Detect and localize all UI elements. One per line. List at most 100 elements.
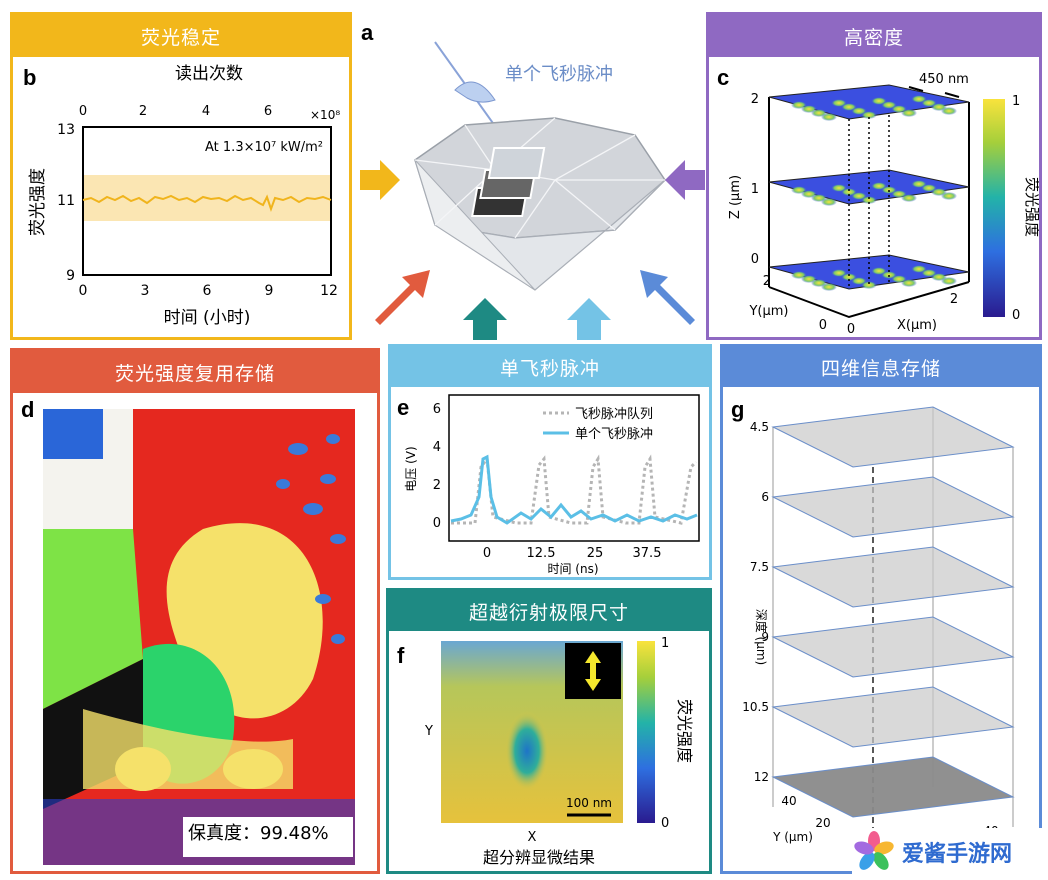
- depth-tick-4-5: 4.5: [750, 420, 769, 434]
- panel-d-multiplex: 荧光强度复用存储 d 保真度：99.48%: [10, 348, 380, 874]
- top-tick-0: 0: [79, 104, 87, 119]
- panel-b-header: 荧光稳定: [13, 15, 349, 57]
- image-layers: [771, 406, 1015, 818]
- arrow-from-c: [665, 160, 705, 200]
- g-y-axis-label: Y (μm): [772, 830, 813, 844]
- z-tick-0: 0: [751, 252, 759, 267]
- stability-plot: 读出次数 0 2 4 6 ×10⁸ At 1.3×10⁷ kW/m² 13 11…: [28, 64, 340, 328]
- panel-e-single-pulse: 单飞秒脉冲 e 飞秒脉冲队列 单个飞秒脉冲 6 4 2 0 电压 (V) 0 1…: [388, 344, 712, 580]
- z-tick-2: 2: [751, 92, 759, 107]
- colorbar-c-min: 0: [1012, 308, 1020, 323]
- arrow-from-b: [360, 160, 400, 200]
- pulse-plot: 飞秒脉冲队列 单个飞秒脉冲 6 4 2 0 电压 (V) 0 12.5 25 3…: [404, 394, 700, 576]
- e-x-tick-12-5: 12.5: [527, 546, 556, 561]
- colorbar-f: [637, 641, 655, 823]
- c-y-tick-2: 2: [763, 274, 771, 289]
- c-x-axis-label: X(μm): [897, 318, 937, 333]
- colorbar-c: [983, 99, 1005, 317]
- f-x-axis-label: X: [528, 830, 537, 845]
- c-x-tick-2: 2: [950, 292, 958, 307]
- pulse-train-trace: [451, 454, 698, 525]
- e-y-tick-6: 6: [433, 402, 441, 417]
- g-y-tick-40: 40: [781, 794, 796, 808]
- panel-d-header: 荧光强度复用存储: [13, 351, 377, 393]
- e-y-tick-4: 4: [433, 440, 441, 455]
- top-axis-label: 读出次数: [175, 64, 243, 84]
- top-tick-4: 4: [202, 104, 210, 119]
- legend-single: 单个飞秒脉冲: [575, 427, 653, 442]
- y-tick-11: 11: [57, 193, 75, 209]
- x-axis-label: 时间 (小时): [164, 308, 251, 328]
- panel-f-super-resolution: 超越衍射极限尺寸 f 100: [386, 588, 712, 874]
- fluorescent-spot: [941, 107, 957, 115]
- fluorescent-spot: [901, 109, 917, 117]
- multiplexed-image: [43, 409, 355, 865]
- image-layer: [771, 406, 1015, 468]
- panel-g-4d-storage: 四维信息存储 g 4.5 6 7.5 9 10.5 12 深度 (μm) 40 …: [720, 344, 1042, 874]
- x-tick-3: 3: [141, 283, 150, 299]
- image-layer: [771, 546, 1015, 608]
- panel-letter-a: a: [361, 20, 374, 45]
- e-y-axis-label: 电压 (V): [404, 446, 418, 491]
- depth-tick-9: 9: [761, 630, 769, 644]
- watermark: 爱酱手游网: [852, 828, 1042, 876]
- image-layer: [771, 686, 1015, 748]
- x-tick-12: 12: [320, 283, 338, 299]
- arrow-from-e-light: [567, 298, 611, 340]
- 4d-stack-plot: 4.5 6 7.5 9 10.5 12 深度 (μm) 40 20 Y (μm)…: [742, 406, 1015, 858]
- center-illustration: 单个飞秒脉冲: [360, 41, 705, 340]
- super-res-spot: [505, 711, 549, 791]
- e-x-axis-label: 时间 (ns): [547, 562, 598, 576]
- panel-letter-f: f: [397, 643, 405, 668]
- f-y-axis-label: Y: [424, 724, 433, 739]
- panel-letter-g: g: [731, 397, 745, 422]
- top-tick-6: 6: [264, 104, 272, 119]
- legend-train: 飞秒脉冲队列: [575, 407, 653, 422]
- arrow-from-e-dark: [463, 298, 507, 340]
- e-x-tick-37-5: 37.5: [633, 546, 662, 561]
- watermark-text: 爱酱手游网: [902, 842, 1013, 867]
- single-pulse-trace: [450, 454, 698, 525]
- panel-c-density: 高密度 c 450 nm: [706, 12, 1042, 340]
- y-axis-label: 荧光强度: [28, 168, 48, 236]
- depth-axis-label: 深度 (μm): [754, 609, 769, 666]
- spot-array: [791, 95, 957, 291]
- c-y-axis-label: Y(μm): [748, 304, 788, 319]
- colorbar-f-min: 0: [661, 816, 669, 831]
- image-layer: [771, 476, 1015, 538]
- power-annotation: At 1.3×10⁷ kW/m²: [205, 140, 323, 155]
- x-tick-6: 6: [203, 283, 212, 299]
- fluorescent-spot: [821, 198, 837, 206]
- f-caption: 超分辨显微结果: [483, 848, 595, 867]
- fluorescent-spot: [821, 283, 837, 291]
- panel-b-stability: 荧光稳定 b 读出次数 0 2 4 6 ×10⁸ At 1.3×10⁷ kW/m…: [10, 12, 352, 340]
- arrow-from-d: [375, 270, 430, 325]
- intensity-trace: [82, 194, 332, 213]
- scale-bar-label: 100 nm: [566, 796, 612, 810]
- fluorescent-spot: [941, 277, 957, 285]
- depth-tick-12: 12: [754, 770, 769, 784]
- depth-tick-10-5: 10.5: [742, 700, 769, 714]
- y-tick-9: 9: [66, 268, 75, 284]
- image-layer: [771, 616, 1015, 678]
- e-y-tick-2: 2: [433, 478, 441, 493]
- colorbar-c-max: 1: [1012, 94, 1020, 109]
- fluorescent-spot: [861, 196, 877, 204]
- flower-logo-icon: [854, 831, 894, 870]
- panel-letter-d: d: [21, 397, 35, 422]
- x-tick-0: 0: [79, 283, 88, 299]
- panel-g-header: 四维信息存储: [723, 347, 1039, 387]
- g-y-tick-20: 20: [815, 816, 830, 830]
- e-x-tick-25: 25: [587, 546, 604, 561]
- depth-tick-7-5: 7.5: [750, 560, 769, 574]
- fluorescent-spot: [821, 113, 837, 121]
- fluorescent-spot: [901, 279, 917, 287]
- c-x-tick-0: 0: [847, 322, 855, 337]
- colorbar-f-max: 1: [661, 636, 669, 651]
- fluorescent-spot: [901, 194, 917, 202]
- e-y-tick-0: 0: [433, 516, 441, 531]
- panel-c-header: 高密度: [709, 15, 1039, 57]
- stacked-image-3: [487, 147, 546, 179]
- fluorescent-spot: [861, 281, 877, 289]
- image-layer: [771, 756, 1015, 818]
